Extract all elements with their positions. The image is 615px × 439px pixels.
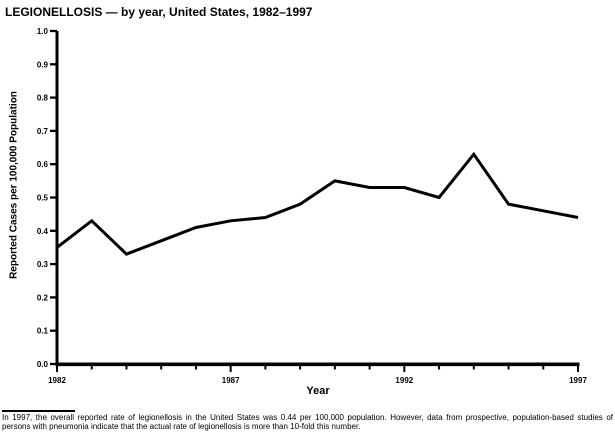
- x-axis-title: Year: [306, 385, 330, 397]
- footnote-rule: [2, 410, 75, 412]
- x-tick-label: 1982: [48, 376, 66, 385]
- chart-title: LEGIONELLOSIS — by year, United States, …: [5, 5, 313, 19]
- y-tick-label: 0.6: [37, 160, 49, 169]
- y-tick-label: 1.0: [37, 27, 49, 36]
- y-tick-label: 0.7: [37, 127, 49, 136]
- y-tick-label: 0.8: [37, 94, 49, 103]
- y-tick-label: 0.4: [37, 227, 49, 236]
- y-tick-label: 0.0: [37, 360, 49, 369]
- y-tick-label: 0.9: [37, 60, 49, 69]
- x-tick-label: 1992: [395, 376, 413, 385]
- y-tick-label: 0.5: [37, 194, 49, 203]
- y-axis-title: Reported Cases per 100,000 Population: [8, 91, 20, 279]
- data-line-legionellosis-rate: [56, 151, 579, 256]
- x-tick-label: 1987: [222, 376, 240, 385]
- y-tick-label: 0.3: [37, 260, 49, 269]
- footnote-text: In 1997, the overall reported rate of le…: [2, 413, 613, 431]
- y-tick-label: 0.1: [37, 327, 49, 336]
- y-tick-label: 0.2: [37, 293, 49, 302]
- x-tick-label: 1997: [569, 376, 587, 385]
